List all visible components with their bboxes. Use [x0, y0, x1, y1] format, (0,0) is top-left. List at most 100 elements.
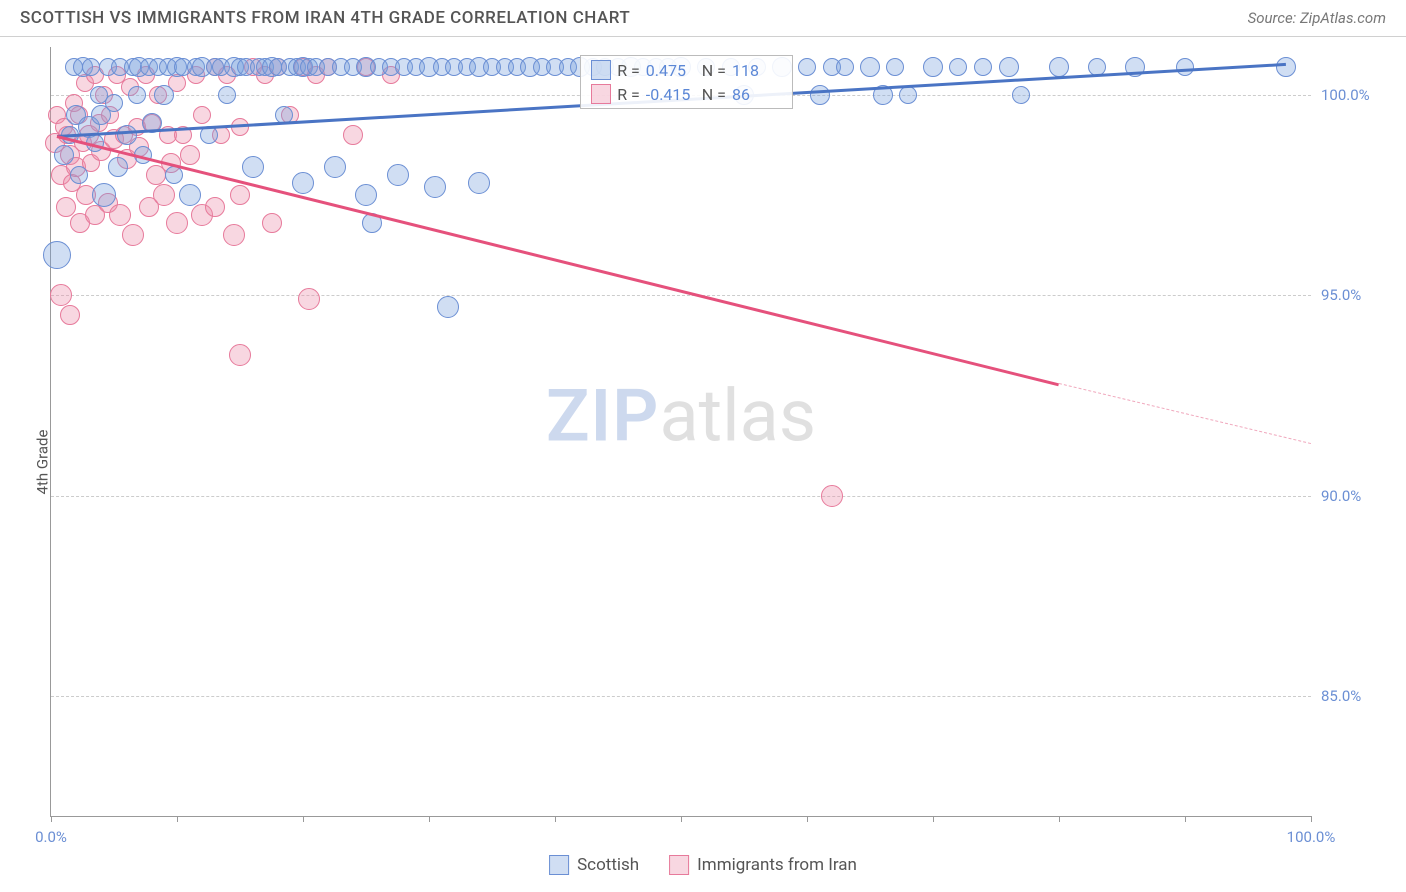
- legend-stats: R = 0.475 N = 118 R = -0.415 N = 86: [580, 55, 793, 109]
- point-scottish: [82, 58, 100, 76]
- gridline-h: [51, 696, 1311, 697]
- trend-line: [57, 135, 1059, 386]
- ytick-label: 95.0%: [1321, 286, 1381, 304]
- legend-item-iran: Immigrants from Iran: [669, 855, 857, 875]
- swatch-scottish: [549, 855, 569, 875]
- point-scottish: [242, 156, 264, 178]
- swatch-iran: [669, 855, 689, 875]
- point-scottish: [54, 145, 74, 165]
- point-scottish: [117, 125, 137, 145]
- xtick: [555, 816, 556, 822]
- point-scottish: [468, 172, 490, 194]
- point-iran: [193, 106, 211, 124]
- trend-line: [1059, 383, 1311, 444]
- point-iran: [229, 344, 251, 366]
- ytick-label: 90.0%: [1321, 487, 1381, 505]
- point-scottish: [1276, 57, 1296, 77]
- point-iran: [50, 284, 72, 306]
- point-scottish: [324, 156, 346, 178]
- watermark: ZIPatlas: [546, 374, 816, 459]
- r-value: 0.475: [646, 61, 696, 80]
- n-value: 86: [732, 85, 782, 104]
- gridline-h: [51, 295, 1311, 296]
- point-iran: [60, 305, 80, 325]
- point-scottish: [810, 85, 830, 105]
- point-iran: [109, 204, 131, 226]
- point-scottish: [154, 85, 174, 105]
- ytick-label: 85.0%: [1321, 687, 1381, 705]
- legend-stats-row-iran: R = -0.415 N = 86: [581, 82, 792, 106]
- point-scottish: [218, 86, 236, 104]
- chart-source: Source: ZipAtlas.com: [1248, 9, 1386, 27]
- point-iran: [223, 224, 245, 246]
- n-label: N =: [702, 85, 726, 104]
- plot-region: ZIPatlas 85.0%90.0%95.0%100.0%0.0%100.0%…: [50, 47, 1311, 817]
- xtick: [1185, 816, 1186, 822]
- xtick: [51, 816, 52, 822]
- xtick: [807, 816, 808, 822]
- xtick-label: 100.0%: [1287, 828, 1336, 846]
- n-value: 118: [732, 61, 782, 80]
- r-value: -0.415: [646, 85, 696, 104]
- xtick: [1059, 816, 1060, 822]
- point-iran: [262, 213, 282, 233]
- xtick: [1311, 816, 1312, 822]
- point-scottish: [165, 166, 183, 184]
- point-scottish: [292, 172, 314, 194]
- swatch-scottish-icon: [591, 60, 611, 80]
- xtick: [429, 816, 430, 822]
- legend-stats-row-scottish: R = 0.475 N = 118: [581, 58, 792, 82]
- point-iran: [205, 197, 225, 217]
- point-scottish: [1049, 57, 1069, 77]
- watermark-atlas: atlas: [659, 374, 816, 459]
- point-scottish: [128, 86, 146, 104]
- watermark-zip: ZIP: [546, 374, 659, 459]
- point-scottish: [949, 58, 967, 76]
- point-scottish: [836, 58, 854, 76]
- point-iran: [343, 125, 363, 145]
- point-scottish: [70, 166, 88, 184]
- point-iran: [298, 288, 320, 310]
- point-scottish: [886, 58, 904, 76]
- point-iran: [821, 485, 843, 507]
- xtick-label: 0.0%: [35, 828, 67, 846]
- point-scottish: [179, 184, 201, 206]
- chart-title: SCOTTISH VS IMMIGRANTS FROM IRAN 4TH GRA…: [20, 8, 630, 28]
- point-scottish: [899, 86, 917, 104]
- swatch-iran-icon: [591, 84, 611, 104]
- point-scottish: [860, 57, 880, 77]
- point-scottish: [355, 184, 377, 206]
- point-iran: [166, 212, 188, 234]
- point-scottish: [108, 157, 128, 177]
- legend-bottom: Scottish Immigrants from Iran: [549, 855, 857, 875]
- point-scottish: [1012, 86, 1030, 104]
- gridline-h: [51, 496, 1311, 497]
- legend-label-iran: Immigrants from Iran: [697, 855, 857, 875]
- ytick-label: 100.0%: [1321, 86, 1381, 104]
- legend-label-scottish: Scottish: [577, 855, 639, 875]
- y-axis-label: 4th Grade: [33, 430, 51, 495]
- point-scottish: [974, 58, 992, 76]
- xtick: [303, 816, 304, 822]
- xtick: [177, 816, 178, 822]
- point-iran: [122, 224, 144, 246]
- point-scottish: [798, 58, 816, 76]
- point-scottish: [1176, 58, 1194, 76]
- point-scottish: [437, 296, 459, 318]
- point-scottish: [387, 164, 409, 186]
- point-scottish: [923, 57, 943, 77]
- point-scottish: [105, 94, 123, 112]
- chart-header: SCOTTISH VS IMMIGRANTS FROM IRAN 4TH GRA…: [0, 0, 1406, 37]
- point-iran: [180, 145, 200, 165]
- chart-area: 4th Grade ZIPatlas 85.0%90.0%95.0%100.0%…: [0, 37, 1406, 887]
- xtick: [933, 816, 934, 822]
- point-iran: [230, 185, 250, 205]
- r-label: R =: [617, 61, 640, 80]
- point-scottish: [424, 176, 446, 198]
- r-label: R =: [617, 85, 640, 104]
- xtick: [681, 816, 682, 822]
- point-scottish: [999, 57, 1019, 77]
- point-scottish: [92, 183, 116, 207]
- n-label: N =: [702, 61, 726, 80]
- point-iran: [153, 184, 175, 206]
